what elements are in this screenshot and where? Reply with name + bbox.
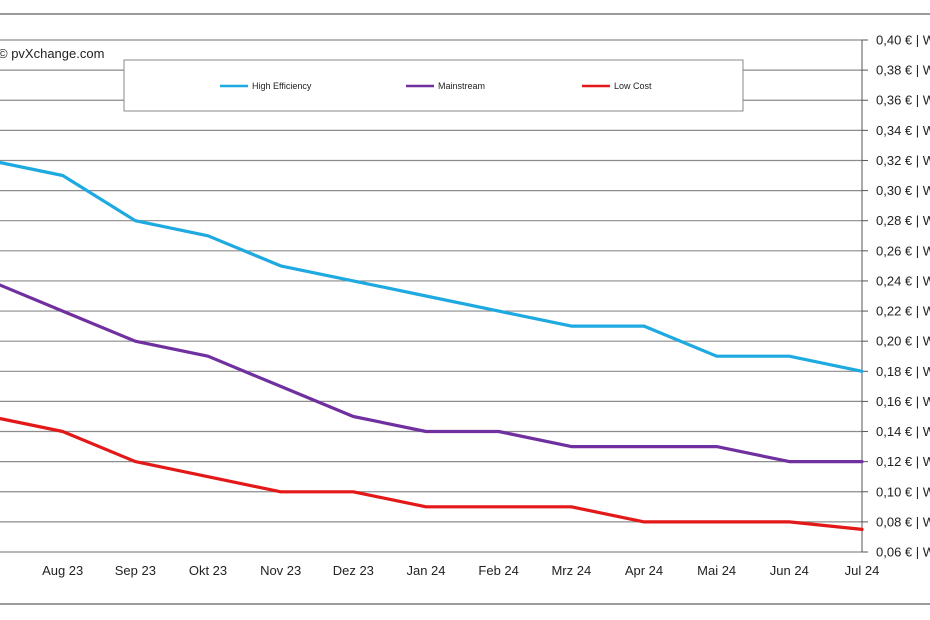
- y-tick-label: 0,40 € | W: [876, 33, 930, 48]
- x-tick-label: Jun 24: [770, 563, 809, 578]
- y-tick-label: 0,08 € | W: [876, 514, 930, 529]
- x-tick-label: Nov 23: [260, 563, 301, 578]
- legend-label: Mainstream: [438, 81, 485, 91]
- y-tick-label: 0,06 € | W: [876, 545, 930, 560]
- y-tick-label: 0,38 € | W: [876, 63, 930, 78]
- y-axis-ticks: 0,40 € | W 0,38 € | W 0,36 € | W 0,34 € | W…: [862, 33, 930, 560]
- y-tick-label: 0,20 € | W: [876, 334, 930, 349]
- x-tick-label: Mai 24: [697, 563, 736, 578]
- legend-items: High Efficiency Mainstream Low Cost: [220, 81, 652, 91]
- y-tick-label: 0,30 € | W: [876, 183, 930, 198]
- y-tick-label: 0,36 € | W: [876, 93, 930, 108]
- y-tick-label: 0,10 € | W: [876, 484, 930, 499]
- x-tick-label: Aug 23: [42, 563, 83, 578]
- legend-label: Low Cost: [614, 81, 652, 91]
- x-tick-label: Sep 23: [115, 563, 156, 578]
- x-tick-label: Feb 24: [478, 563, 518, 578]
- series-lines: [0, 160, 864, 532]
- series-line-low-cost: [0, 416, 864, 532]
- y-tick-label: 0,16 € | W: [876, 394, 930, 409]
- x-tick-label: Okt 23: [189, 563, 227, 578]
- x-tick-label: Apr 24: [625, 563, 663, 578]
- y-tick-label: 0,34 € | W: [876, 123, 930, 138]
- y-tick-label: 0,18 € | W: [876, 364, 930, 379]
- y-tick-label: 0,26 € | W: [876, 243, 930, 258]
- y-tick-label: 0,24 € | W: [876, 273, 930, 288]
- y-tick-label: 0,28 € | W: [876, 213, 930, 228]
- y-tick-label: 0,32 € | W: [876, 153, 930, 168]
- y-tick-label: 0,14 € | W: [876, 424, 930, 439]
- legend-label: High Efficiency: [252, 81, 312, 91]
- x-tick-label: Dez 23: [333, 563, 374, 578]
- series-line-high-efficiency: [0, 160, 864, 373]
- x-tick-label: Jul 24: [845, 563, 880, 578]
- x-tick-label: Mrz 24: [551, 563, 591, 578]
- copyright-text: © pvXchange.com: [0, 46, 104, 61]
- legend: High Efficiency Mainstream Low Cost: [123, 59, 744, 112]
- y-tick-label: 0,12 € | W: [876, 454, 930, 469]
- series-line-mainstream: [0, 283, 864, 464]
- y-tick-label: 0,22 € | W: [876, 304, 930, 319]
- x-tick-label: Jan 24: [406, 563, 445, 578]
- grid-lines: [0, 39, 862, 553]
